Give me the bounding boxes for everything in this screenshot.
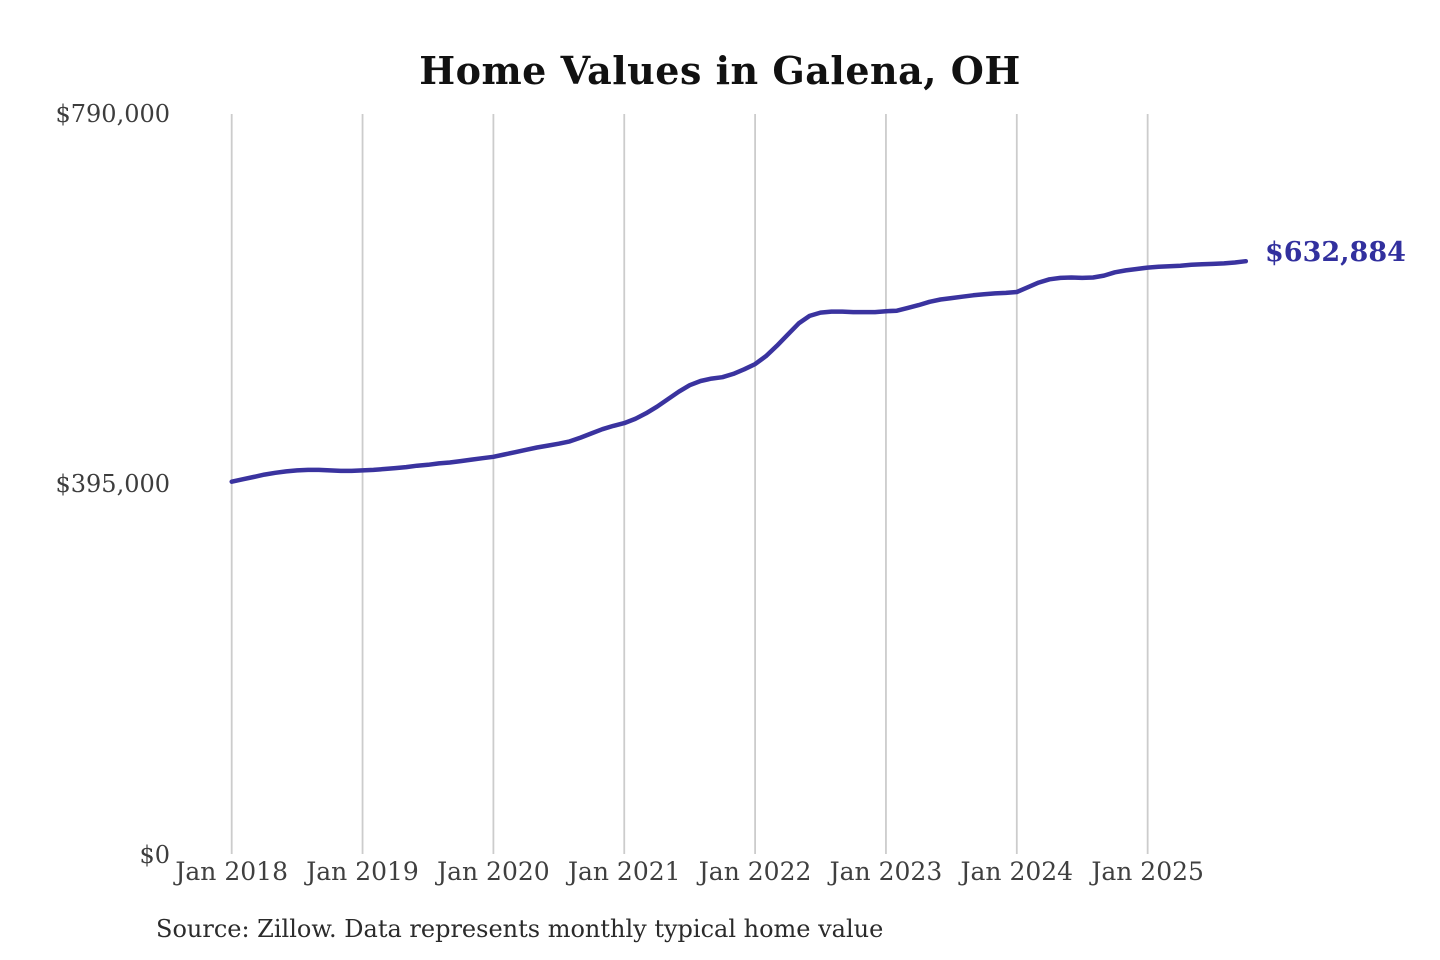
x-axis-label: Jan 2019 [306,857,419,886]
source-attribution: Source: Zillow. Data represents monthly … [156,915,884,943]
latest-value-label: $632,884 [1265,237,1406,268]
x-axis-label: Jan 2021 [567,857,681,886]
x-axis-label: Jan 2018 [175,857,288,886]
x-axis-label: Jan 2023 [829,857,943,886]
x-axis-label: Jan 2025 [1091,857,1204,886]
x-axis-label: Jan 2020 [437,857,550,886]
y-axis-label-middle: $395,000 [55,470,170,498]
x-axis-label: Jan 2022 [698,857,812,886]
x-axis-label: Jan 2024 [960,857,1074,886]
chart-title: Home Values in Galena, OH [419,48,1021,93]
y-axis-label-top: $790,000 [55,100,170,128]
home-value-series-line [229,258,1249,484]
y-axis-label-zero: $0 [139,841,170,869]
